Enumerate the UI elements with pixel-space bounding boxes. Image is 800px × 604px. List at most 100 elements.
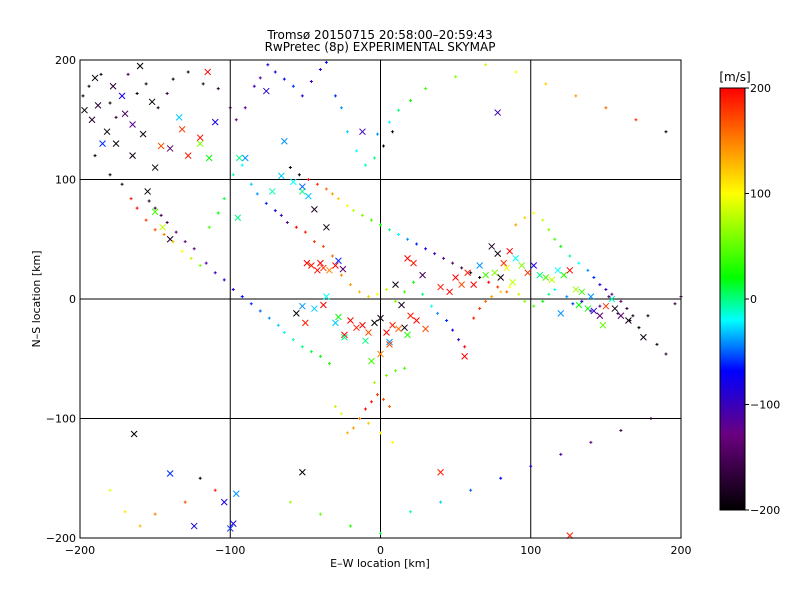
velocity-point-plus: [324, 187, 328, 191]
velocity-point-x: [290, 178, 297, 186]
velocity-point-plus: [382, 144, 386, 148]
velocity-point-plus: [517, 292, 521, 296]
velocity-point-plus: [108, 173, 112, 177]
velocity-point-plus: [604, 287, 608, 291]
velocity-point-plus: [273, 209, 277, 213]
velocity-point-x: [311, 305, 318, 312]
velocity-point-x: [560, 271, 568, 279]
colorbar: [719, 87, 746, 511]
velocity-point-plus: [87, 84, 91, 88]
velocity-point-plus: [186, 70, 190, 74]
velocity-point-x: [464, 269, 471, 277]
velocity-point-x: [359, 321, 366, 329]
velocity-point-plus: [174, 230, 178, 234]
velocity-point-plus: [403, 366, 407, 370]
velocity-point-plus: [312, 240, 316, 244]
velocity-point-plus: [279, 213, 283, 217]
x-tick-label: −100: [215, 544, 245, 557]
velocity-point-plus: [577, 261, 581, 265]
velocity-point-plus: [559, 452, 563, 456]
velocity-point-plus: [363, 407, 367, 411]
velocity-point-x: [530, 262, 538, 269]
velocity-point-plus: [288, 166, 292, 170]
velocity-point-plus: [379, 223, 382, 227]
velocity-point-x: [575, 301, 583, 309]
velocity-point-x: [320, 301, 327, 309]
x-tick-label: −200: [65, 544, 95, 557]
velocity-point-x: [332, 319, 339, 327]
velocity-point-plus: [333, 405, 337, 409]
velocity-point-x: [341, 331, 348, 339]
velocity-point-plus: [514, 223, 518, 227]
velocity-point-plus: [457, 338, 461, 342]
velocity-point-x: [229, 520, 237, 528]
velocity-point-x: [437, 468, 444, 476]
velocity-point-plus: [228, 106, 232, 110]
velocity-point-plus: [240, 163, 244, 167]
velocity-point-x: [277, 172, 285, 180]
velocity-point-x: [461, 353, 468, 360]
velocity-point-x: [144, 188, 151, 195]
velocity-point-x: [383, 329, 390, 336]
velocity-point-x: [335, 313, 342, 321]
velocity-point-plus: [382, 397, 386, 401]
velocity-point-x: [241, 154, 249, 162]
velocity-point-x: [401, 324, 408, 332]
velocity-point-x: [175, 114, 183, 121]
velocity-point-plus: [249, 182, 253, 186]
velocity-point-plus: [294, 225, 298, 229]
velocity-point-plus: [339, 106, 343, 110]
velocity-point-plus: [252, 84, 256, 88]
velocity-point-plus: [366, 421, 370, 425]
velocity-point-plus: [135, 91, 139, 95]
velocity-point-plus: [532, 304, 536, 308]
colorbar-tick-label: −200: [750, 504, 780, 517]
velocity-point-x: [625, 317, 632, 324]
velocity-point-x: [410, 259, 417, 267]
velocity-point-plus: [406, 237, 410, 241]
velocity-point-plus: [309, 350, 313, 354]
velocity-point-plus: [385, 287, 389, 291]
velocity-point-x: [121, 110, 129, 118]
velocity-point-plus: [330, 192, 334, 196]
velocity-point-plus: [153, 206, 157, 210]
velocity-point-x: [413, 317, 420, 324]
velocity-point-plus: [345, 130, 349, 134]
velocity-point-plus: [379, 431, 382, 435]
velocity-point-plus: [258, 309, 262, 313]
velocity-point-x: [554, 266, 562, 274]
velocity-point-plus: [180, 249, 184, 253]
velocity-point-x: [159, 223, 166, 231]
velocity-point-plus: [484, 299, 488, 303]
velocity-point-plus: [285, 221, 289, 225]
velocity-point-x: [184, 152, 192, 159]
velocity-point-plus: [451, 328, 455, 332]
velocity-point-plus: [192, 247, 196, 251]
velocity-point-x: [335, 257, 342, 265]
y-axis-label: N–S location [km]: [30, 250, 43, 347]
velocity-point-plus: [388, 228, 392, 232]
velocity-point-plus: [571, 302, 575, 306]
velocity-point-x: [103, 128, 111, 136]
velocity-point-x: [299, 468, 306, 476]
velocity-point-x: [262, 87, 270, 95]
velocity-point-x: [422, 325, 429, 333]
velocity-point-plus: [598, 283, 602, 287]
velocity-point-x: [640, 333, 647, 341]
velocity-point-plus: [207, 225, 211, 229]
velocity-point-plus: [138, 524, 142, 528]
velocity-point-plus: [144, 218, 148, 222]
velocity-point-x: [353, 324, 360, 332]
velocity-point-x: [157, 142, 165, 150]
velocity-point-plus: [216, 211, 220, 215]
velocity-point-x: [211, 118, 219, 126]
velocity-point-x: [578, 288, 586, 296]
velocity-point-x: [204, 68, 212, 76]
velocity-point-x: [566, 266, 574, 274]
velocity-point-x: [446, 288, 453, 296]
velocity-point-x: [506, 247, 514, 255]
velocity-point-plus: [646, 314, 650, 318]
velocity-point-plus: [171, 77, 175, 81]
y-tick-label: −100: [46, 413, 76, 426]
x-tick-label: 100: [520, 544, 541, 557]
